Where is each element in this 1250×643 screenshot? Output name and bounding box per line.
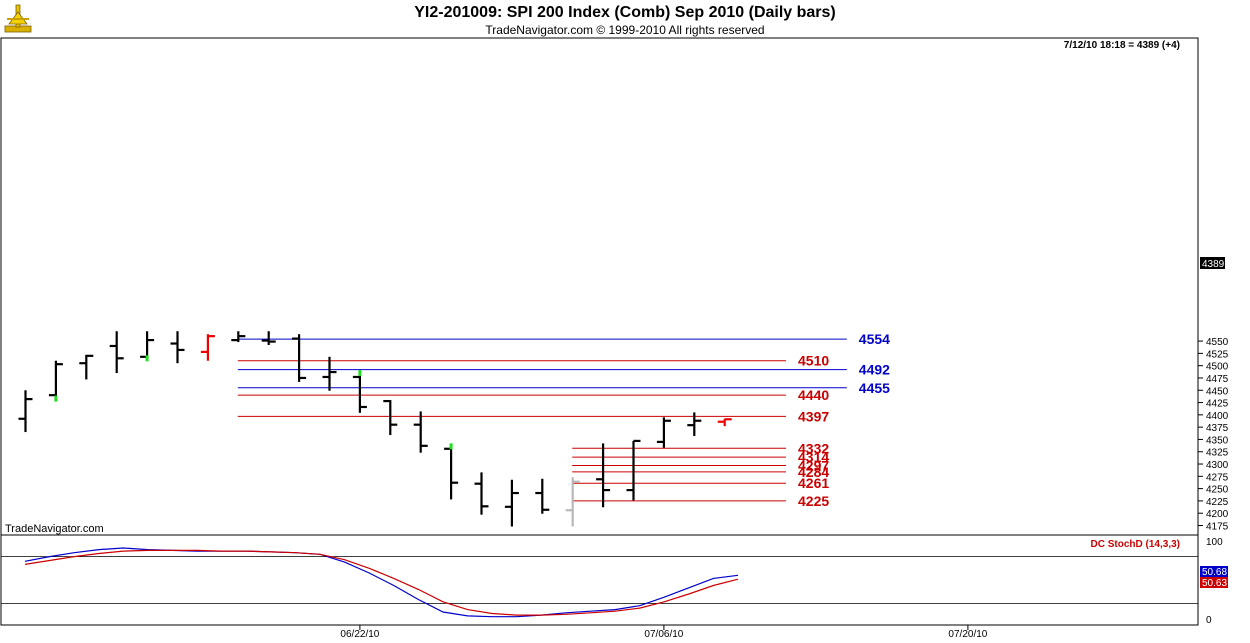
ytick-label-4325: 4325	[1206, 448, 1229, 459]
ytick-label-4225: 4225	[1206, 497, 1229, 508]
price-bar-2010-06-29[interactable]	[504, 479, 519, 527]
level-label-4284: 4284	[798, 464, 829, 480]
ytick-label-4400: 4400	[1206, 411, 1229, 422]
watermark: TradeNavigator.com	[5, 523, 104, 535]
indicator-k-tag: 50.68	[1202, 567, 1227, 578]
price-bar-2010-06-09[interactable]	[79, 354, 94, 380]
price-bar-2010-07-05[interactable]	[626, 439, 641, 501]
price-bar-2010-06-15[interactable]	[200, 334, 215, 361]
price-bar-2010-06-30[interactable]	[535, 478, 550, 514]
price-bar-2010-06-24[interactable]	[413, 411, 428, 453]
level-label-4397: 4397	[798, 408, 829, 424]
ytick-label-4525: 4525	[1206, 349, 1229, 360]
price-bar-2010-07-02[interactable]	[596, 443, 611, 508]
indicator-panel[interactable]	[0, 534, 1199, 626]
chart-header: YI2-201009: SPI 200 Index (Comb) Sep 201…	[0, 0, 1250, 38]
chart-title: YI2-201009: SPI 200 Index (Comb) Sep 201…	[414, 4, 836, 21]
ytick-label-4500: 4500	[1206, 362, 1229, 373]
price-bar-2010-06-28[interactable]	[474, 472, 489, 515]
chart-subtitle: TradeNavigator.com © 1999-2010 All right…	[485, 23, 765, 37]
indicator-ytick-0: 0	[1206, 615, 1212, 626]
indicator-ytick-100: 100	[1206, 537, 1223, 548]
price-bar-2010-06-23[interactable]	[383, 399, 398, 436]
ytick-label-4300: 4300	[1206, 460, 1229, 471]
xtick-label-07/06/10: 07/06/10	[644, 629, 683, 640]
signal-marker	[358, 370, 362, 377]
price-bar-2010-07-06[interactable]	[656, 417, 671, 448]
ytick-label-4250: 4250	[1206, 485, 1229, 496]
price-bar-2010-06-07[interactable]	[18, 390, 33, 433]
ytick-label-4550: 4550	[1206, 337, 1229, 348]
price-bar-2010-06-22[interactable]	[352, 372, 367, 413]
indicator-d-tag: 50.63	[1202, 578, 1227, 589]
indicator-name: DC StochD (14,3,3)	[1091, 539, 1180, 550]
price-bar-2010-06-16[interactable]	[231, 331, 246, 343]
ytick-label-4350: 4350	[1206, 435, 1229, 446]
level-label-4554: 4554	[859, 331, 890, 347]
ytick-label-4375: 4375	[1206, 423, 1229, 434]
last-price-tag: 4389	[1202, 259, 1225, 270]
signal-marker	[449, 443, 453, 450]
indicator-d-tag-bg	[1200, 577, 1228, 588]
ytick-label-4425: 4425	[1206, 399, 1229, 410]
price-readout: 7/12/10 18:18 = 4389 (+4)	[1064, 40, 1180, 51]
tradenavigator-logo-icon	[4, 4, 32, 33]
ytick-label-4200: 4200	[1206, 509, 1229, 520]
last-price-tag-bg	[1200, 257, 1225, 269]
price-bar-2010-07-01[interactable]	[565, 477, 580, 527]
price-bar-2010-06-10[interactable]	[109, 331, 124, 374]
price-panel[interactable]	[0, 37, 1199, 536]
price-bar-2010-07-08[interactable]	[717, 418, 732, 427]
xtick-label-07/20/10: 07/20/10	[948, 629, 987, 640]
level-label-4225: 4225	[798, 493, 829, 509]
signal-marker	[54, 395, 58, 402]
signal-marker	[145, 355, 149, 362]
price-bar-2010-06-14[interactable]	[170, 331, 185, 364]
indicator-k-tag-bg	[1200, 566, 1228, 577]
price-bar-2010-06-18[interactable]	[292, 334, 307, 382]
indicator-series-K[interactable]	[24, 547, 739, 618]
ytick-label-4450: 4450	[1206, 386, 1229, 397]
indicator-series-D[interactable]	[24, 549, 739, 616]
level-label-4297: 4297	[798, 458, 829, 474]
price-bar-2010-06-17[interactable]	[261, 331, 276, 346]
level-label-4314: 4314	[798, 449, 829, 465]
price-bar-2010-06-08[interactable]	[48, 360, 63, 399]
xtick-label-06/22/10: 06/22/10	[340, 629, 379, 640]
level-label-4332: 4332	[798, 440, 829, 456]
level-label-4261: 4261	[798, 475, 829, 491]
ytick-label-4275: 4275	[1206, 472, 1229, 483]
price-bar-2010-07-07[interactable]	[687, 412, 702, 436]
ytick-label-4175: 4175	[1206, 522, 1229, 533]
ytick-label-4475: 4475	[1206, 374, 1229, 385]
level-label-4440: 4440	[798, 387, 829, 403]
level-label-4492: 4492	[859, 362, 890, 378]
level-label-4510: 4510	[798, 353, 829, 369]
price-bar-2010-06-21[interactable]	[322, 356, 337, 391]
level-label-4455: 4455	[859, 380, 890, 396]
